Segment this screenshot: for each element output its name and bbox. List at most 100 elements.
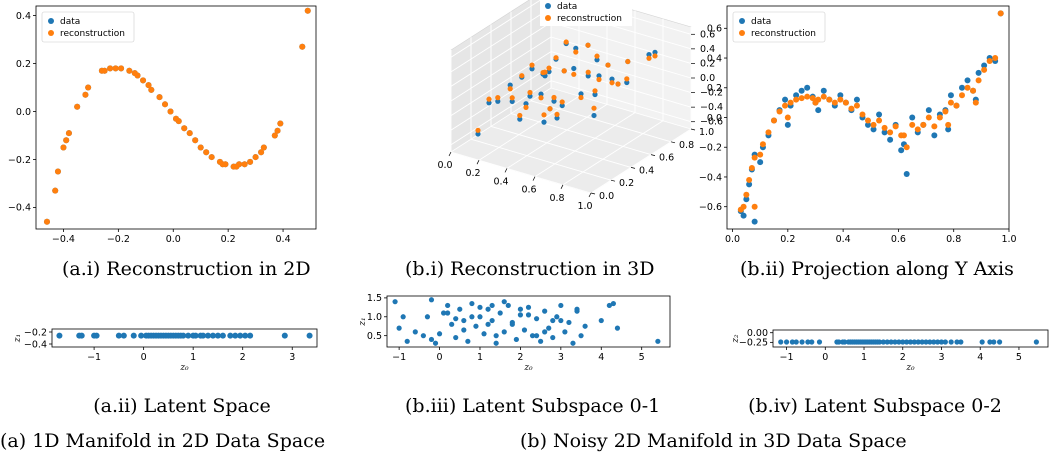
reconstruction-point (85, 84, 92, 91)
data-point (473, 323, 479, 329)
caption-b-ii: (b.ii) Projection along Y Axis (740, 258, 1014, 280)
data-point (566, 319, 572, 326)
reconstruction-point (519, 73, 525, 79)
legend: data reconstruction (540, 0, 632, 26)
reconstruction-point (475, 127, 481, 133)
reconstruction-point (826, 96, 833, 103)
data-point (200, 332, 207, 339)
data-point (573, 45, 579, 51)
x-tick-label: 5 (1016, 352, 1022, 363)
reconstruction-point (605, 62, 611, 68)
x-tick-label: −1 (392, 352, 406, 363)
grid-line (450, 65, 552, 131)
data-point (130, 332, 137, 339)
data-point (784, 121, 791, 128)
reconstruction-point (859, 111, 866, 118)
reconstruction-point (986, 58, 993, 65)
data-point (1033, 339, 1039, 345)
data-point (596, 73, 602, 79)
legend-marker-data (48, 18, 54, 24)
data-point (538, 338, 544, 344)
reconstruction-point (782, 102, 789, 109)
x-tick-mark (504, 168, 508, 173)
data-point (501, 299, 507, 305)
x-tick-label: 0.2 (780, 234, 795, 245)
reconstruction-point (571, 71, 577, 77)
data-point (907, 339, 914, 345)
reconstruction-point (167, 108, 174, 115)
reconstruction-point (920, 121, 927, 128)
reconstruction-point (776, 108, 783, 115)
reconstruction-point (853, 102, 860, 109)
data-point (876, 111, 883, 118)
data-point (592, 91, 598, 98)
data-point (517, 306, 524, 312)
reconstruction-point (820, 93, 827, 100)
reconstruction-point (837, 96, 844, 103)
data-point (609, 76, 615, 82)
reconstruction-point (236, 161, 243, 168)
data-point (614, 325, 621, 331)
data-point (461, 317, 467, 324)
reconstruction-point (304, 7, 311, 14)
data-point (888, 339, 894, 345)
x-tick-label: 2 (240, 352, 246, 363)
data-point (935, 339, 941, 345)
x-axis-label: z₀ (905, 363, 915, 373)
data-point (594, 57, 600, 63)
data-point (412, 329, 418, 335)
x-tick-label: −0.4 (52, 234, 75, 245)
data-point (232, 332, 239, 339)
reconstruction-point (107, 65, 114, 72)
data-point (585, 73, 591, 79)
data-point (546, 325, 552, 331)
reconstruction-point (274, 127, 281, 134)
data-point (591, 112, 597, 119)
reconstruction-point (646, 55, 652, 61)
reconstruction-point (914, 126, 921, 133)
reconstruction-point (947, 99, 954, 106)
reconstruction-point (757, 151, 764, 158)
data-point (493, 333, 499, 339)
data-point (541, 119, 547, 125)
y-tick-mark (610, 179, 616, 182)
data-point (931, 339, 937, 345)
y-axis-label: z₁ (13, 334, 23, 343)
data-point (457, 306, 463, 312)
reconstruction-point (299, 43, 306, 50)
data-point (782, 96, 789, 103)
data-point (958, 339, 964, 345)
plot-frame (51, 328, 318, 348)
reconstruction-point (981, 66, 988, 73)
x-axis-label: z₀ (523, 363, 533, 373)
data-point (551, 98, 557, 104)
data-point (513, 336, 519, 343)
data-point (242, 332, 249, 339)
reconstruction-point (591, 105, 597, 111)
reconstruction-point (848, 105, 855, 112)
data-point (538, 91, 544, 97)
z-tick-label: 0.2 (700, 58, 715, 69)
data-point (804, 84, 811, 91)
data-point (880, 339, 886, 345)
y-tick-label: 1.5 (367, 293, 382, 304)
grid-line (590, 128, 692, 194)
data-point (185, 332, 192, 339)
data-point (115, 332, 122, 339)
data-point (517, 312, 524, 318)
reconstruction-point (746, 176, 753, 183)
y-tick-label: −0.6 (699, 202, 722, 213)
reconstruction-point (740, 203, 747, 210)
reconstruction-point (953, 102, 960, 109)
data-point (475, 131, 481, 137)
reconstruction-point (596, 76, 602, 83)
reconstruction-point (222, 161, 229, 168)
reconstruction-point (909, 121, 916, 128)
reconstruction-point (881, 124, 888, 131)
grid-line (450, 87, 552, 153)
caption-a-i: (a.i) Reconstruction in 2D (62, 258, 311, 280)
data-point (805, 339, 811, 345)
data-point (945, 126, 952, 133)
data-point (757, 159, 764, 166)
data-point (237, 332, 244, 339)
